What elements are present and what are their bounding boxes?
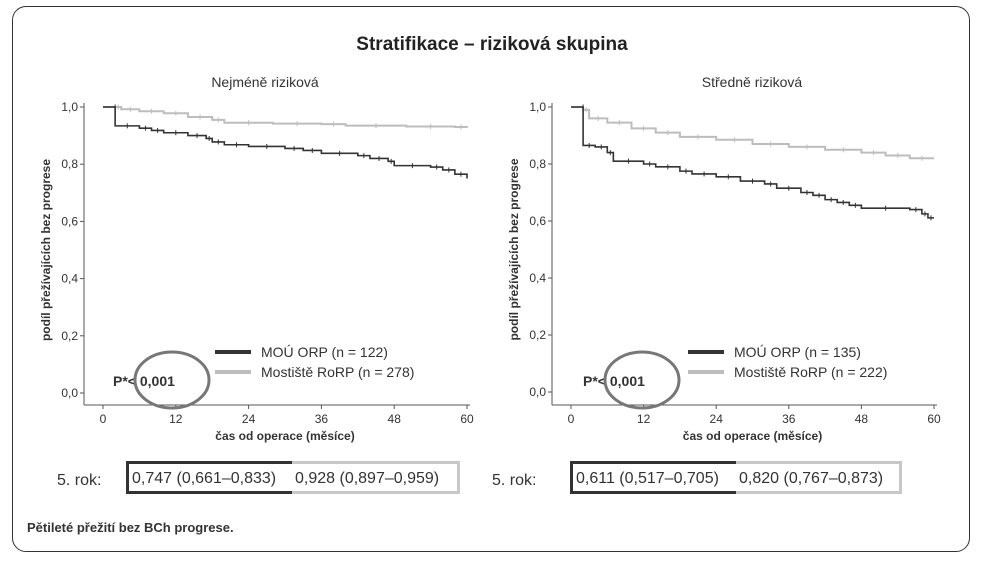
y-tick-label: 0,8 <box>61 157 78 171</box>
five-year-value-mou-right: 0,611 (0,517–0,705) <box>570 461 736 494</box>
x-tick-label: 24 <box>242 412 256 426</box>
x-tick-label: 12 <box>637 412 651 426</box>
x-tick-label: 60 <box>927 412 941 426</box>
x-tick-label: 60 <box>460 412 474 426</box>
series-line-mou <box>571 106 934 219</box>
five-year-label-right: 5. rok: <box>492 472 537 489</box>
legend-label: MOÚ ORP (n = 135) <box>734 344 861 360</box>
five-year-value-mostiste-right: 0,820 (0,767–0,873) <box>736 461 902 494</box>
y-tick-label: 0,2 <box>529 328 546 342</box>
legend-label: Mostiště RoRP (n = 278) <box>261 364 414 380</box>
x-axis-label: čas od operace (měsíce) <box>683 429 822 443</box>
y-tick-label: 0,8 <box>529 157 546 171</box>
legend-label: MOÚ ORP (n = 122) <box>261 344 388 360</box>
y-tick-label: 0,4 <box>61 272 78 286</box>
five-year-value-mou-left: 0,747 (0,661–0,833) <box>126 461 292 494</box>
x-tick-label: 48 <box>388 412 402 426</box>
x-tick-label: 48 <box>855 412 869 426</box>
p-value-circle <box>603 350 681 410</box>
x-tick-label: 24 <box>710 412 724 426</box>
y-tick-label: 0,4 <box>529 271 546 285</box>
series-line-mou <box>103 106 468 179</box>
five-year-label-left: 5. rok: <box>57 472 102 489</box>
y-tick-label: 1,0 <box>61 100 78 114</box>
figure-frame <box>12 6 970 552</box>
x-tick-label: 12 <box>169 412 183 426</box>
x-tick-label: 36 <box>782 412 796 426</box>
y-tick-label: 0,6 <box>529 214 546 228</box>
y-tick-label: 1,0 <box>529 100 546 114</box>
figure-caption: Pětileté přežití bez BCh progrese. <box>27 520 234 535</box>
y-axis-label: podíl přežívajících bez progrese <box>507 158 521 340</box>
y-tick-label: 0,2 <box>61 329 78 343</box>
series-line-mostiste <box>103 106 468 129</box>
x-tick-label: 36 <box>315 412 329 426</box>
panel-title: Středně riziková <box>702 74 803 90</box>
y-tick-label: 0,0 <box>61 386 78 400</box>
x-axis-label: čas od operace (měsíce) <box>215 429 354 443</box>
panel-title: Nejméně riziková <box>211 74 319 90</box>
y-tick-label: 0,0 <box>529 385 546 399</box>
p-value-label: P*< 0,001 <box>113 373 175 389</box>
figure-title: Stratifikace – riziková skupina <box>356 34 628 55</box>
y-axis-label: podíl přežívajících bez progrese <box>39 159 53 341</box>
y-tick-label: 0,6 <box>61 214 78 228</box>
x-tick-label: 0 <box>568 412 575 426</box>
p-value-circle <box>133 350 211 410</box>
p-value-label: P*< 0,001 <box>583 373 645 389</box>
series-line-mostiste <box>571 106 934 160</box>
five-year-value-mostiste-left: 0,928 (0,897–0,959) <box>292 461 460 494</box>
x-tick-label: 0 <box>100 412 107 426</box>
legend-label: Mostiště RoRP (n = 222) <box>734 364 887 380</box>
